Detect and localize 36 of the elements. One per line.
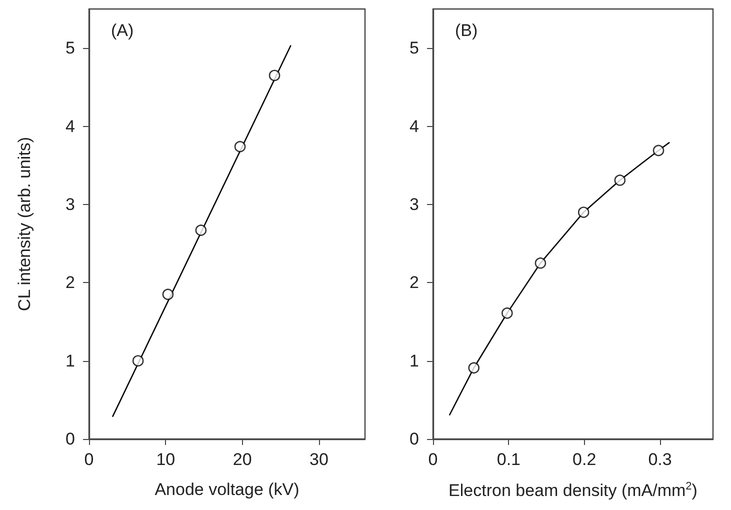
x-tick-label: 0 (84, 450, 94, 469)
y-tick-label: 3 (410, 194, 419, 214)
x-tick-label: 20 (232, 450, 252, 469)
y-tick-label: 2 (410, 273, 419, 292)
point (132, 355, 144, 366)
point (468, 362, 480, 374)
point (614, 174, 626, 186)
x-tick-label: 0 (428, 450, 438, 469)
point (195, 224, 207, 236)
y-tick-label: 3 (66, 194, 75, 214)
y-tick-label: 4 (66, 116, 75, 136)
annotation: (A) (111, 21, 134, 40)
y-tick-label: 5 (66, 38, 75, 58)
x-axis-title: Anode voltage (kV) (154, 480, 300, 499)
x-tick-label: 30 (310, 450, 328, 469)
y-axis-title: CL intensity (arb. units) (15, 136, 34, 312)
y-tick-label: 4 (410, 116, 419, 136)
y-tick-label: 1 (66, 351, 75, 370)
y-tick-label: 5 (410, 38, 419, 58)
point (268, 70, 280, 82)
y-tick-label: 0 (410, 430, 419, 448)
point (534, 257, 546, 269)
point (652, 144, 664, 156)
line-series (449, 142, 670, 416)
annotation: (B) (455, 21, 478, 40)
x-tick-label: 10 (156, 450, 176, 469)
point (162, 288, 174, 300)
point (578, 206, 590, 218)
point (234, 140, 246, 152)
y-tick-label: 0 (66, 430, 75, 448)
y-tick-label: 1 (410, 351, 419, 370)
x-tick-label: 0.2 (572, 450, 596, 469)
x-tick-label: 0.1 (496, 450, 520, 469)
x-tick-label: 0.3 (648, 450, 672, 469)
y-tick-label: 2 (66, 273, 75, 292)
point (502, 307, 513, 319)
